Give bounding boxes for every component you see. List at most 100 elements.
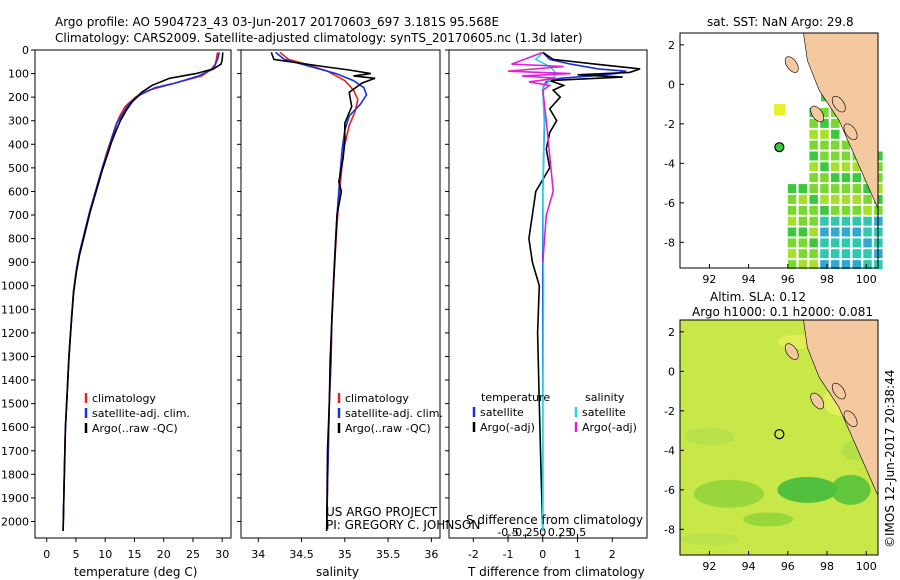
argo-float-marker [774,142,785,153]
sst-cell [787,227,797,237]
depth-tick-label: 300 [8,115,29,128]
legend-label: satellite-adj. clim. [345,407,443,420]
sst-cell [798,249,808,259]
sst-cell [798,184,808,194]
depth-tick-label: 200 [8,91,29,104]
sst-cell [852,184,861,194]
sst-cell [787,260,797,270]
x-tick-label: 15 [127,548,141,561]
legend-label: climatology [345,392,409,405]
sst-cell [809,205,818,215]
island [784,343,799,360]
sal-satellite-line [534,51,558,531]
depth-tick-label: 2000 [1,515,29,528]
plot-frame [448,49,648,539]
project-line-1: US ARGO PROJECT [326,505,438,519]
sst-cell [852,194,861,204]
sst-cell [809,184,818,194]
sst-cell [820,184,829,194]
sla-map-panel: 92 94 96 98 100 2 0 -2 -4 -6 -8 [664,319,879,573]
sst-cell [820,227,829,237]
argo-float-marker [774,429,785,440]
sst-cell [852,238,861,248]
sla-patch [684,427,735,446]
legend-label: satellite [582,406,626,419]
x-tick-label: 36 [424,548,438,561]
x-tick-label: 34.5 [289,548,314,561]
depth-tick-label: 1400 [1,374,29,387]
sst-cell [841,238,851,248]
sst-cell [841,140,851,150]
argo-line [270,52,376,531]
legend-label: satellite-adj. clim. [92,407,190,420]
map-x-tick-label: 100 [856,273,877,286]
sst-cell [809,118,818,128]
sst-cell [809,151,818,161]
legend-heading: salinity [585,391,625,404]
legend-label: climatology [92,392,156,405]
x-tick-label: 5 [72,548,79,561]
depth-tick-label: 700 [8,209,29,222]
sst-cell [787,249,797,259]
climatology-line [62,52,219,531]
sst-cell [852,227,861,237]
legend-label: satellite [480,406,524,419]
x-tick-label: 35.5 [376,548,401,561]
sla-patch [679,533,740,546]
sst-cell [820,129,829,139]
x-tick-label: 1 [574,548,581,561]
map-y-tick-label: 2 [668,39,675,52]
island [810,392,825,410]
sst-cell [831,184,840,194]
sla-map-title-1: Altim. SLA: 0.12 [710,290,806,304]
sst-cell [774,104,786,116]
sst-cell [787,205,797,215]
sst-cell [841,194,851,204]
sst-cell [809,238,818,248]
depth-tick-label: 0 [22,44,29,57]
island [843,410,858,427]
map-y-tick-label: -8 [664,236,675,249]
sst-cell [831,249,840,259]
sst-cell [809,129,818,139]
sst-cell [863,249,872,259]
sst-cell [852,216,861,226]
x-tick-label: 25 [186,548,200,561]
x-top-tick-label: -0.25 [511,526,539,539]
x-tick-label: 20 [157,548,171,561]
map-frame [679,32,879,269]
sst-cell [852,173,861,183]
map-y-tick-label: -6 [664,484,675,497]
imos-stamp: ©IMOS 12-Jun-2017 20:38:44 [883,370,897,548]
depth-tick-label: 1000 [1,280,29,293]
map-y-tick-label: -4 [664,157,675,170]
temp-argo-line [528,51,641,531]
sst-cell [809,162,818,172]
depth-tick-label: 600 [8,185,29,198]
sst-cell [841,249,851,259]
sst-cell [831,162,840,172]
temperature-axis-label: temperature (deg C) [74,565,197,579]
sst-cell [820,238,829,248]
depth-tick-label: 1300 [1,350,29,363]
sst-cell [831,194,840,204]
sst-cell [820,151,829,161]
difference-panel: -2 -1 0 1 2 -0.5-0.25 0 0.250.5 temperature salin… [445,49,648,561]
satellite-line [275,51,368,531]
depth-tick-label: 500 [8,162,29,175]
legend-label: Argo(-adj) [582,421,637,434]
sst-cell [820,260,829,270]
sst-cell [831,238,840,248]
sst-cell [809,173,818,183]
plot-frame [240,49,441,539]
depth-tick-label: 1700 [1,445,29,458]
map-y-tick-label: -8 [664,523,675,536]
sla-patch [777,476,838,503]
sst-cell [820,108,829,117]
sst-cell [841,260,851,270]
sst-cell [863,238,872,248]
map-y-tick-label: 0 [668,365,675,378]
sst-cell [820,140,829,150]
sst-cell [820,118,829,128]
